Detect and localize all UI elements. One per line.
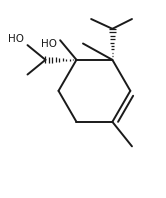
Text: HO: HO	[41, 39, 57, 49]
Text: HO: HO	[8, 34, 24, 44]
